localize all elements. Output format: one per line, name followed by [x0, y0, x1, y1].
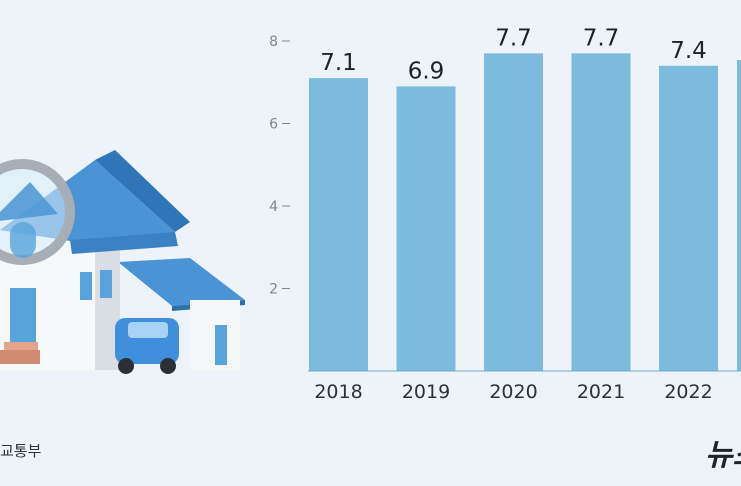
news-logo: 뉴스: [705, 438, 741, 470]
data-label-2022: 7.4: [670, 38, 707, 64]
x-tick-label-2021: 2021: [577, 381, 625, 403]
x-tick-label-2022: 2022: [664, 381, 712, 403]
bar-offscreen: [737, 60, 741, 371]
x-tick-label-2018: 2018: [314, 381, 362, 403]
y-tick-label-8: 8: [269, 34, 278, 50]
carport-roof: [118, 258, 245, 306]
bar-2018: [309, 78, 368, 371]
bar-2020: [484, 53, 543, 371]
data-label-2020: 7.7: [495, 25, 532, 51]
x-tick-label-2020: 2020: [489, 381, 537, 403]
bar-2021: [571, 53, 631, 371]
y-tick-label-2: 2: [269, 282, 278, 298]
y-tick-label-6: 6: [269, 117, 278, 133]
bar-2019: [396, 86, 456, 371]
house-door: [10, 288, 36, 342]
data-label-2019: 6.9: [408, 58, 445, 84]
source-note: 교통부: [0, 442, 42, 460]
house-magnifier-illustration: [0, 150, 245, 374]
data-label-2018: 7.1: [320, 50, 357, 76]
y-tick-label-4: 4: [269, 199, 278, 215]
bar-2022: [659, 65, 718, 371]
x-tick-label-2019: 2019: [402, 381, 450, 403]
data-label-2021: 7.7: [583, 25, 620, 51]
